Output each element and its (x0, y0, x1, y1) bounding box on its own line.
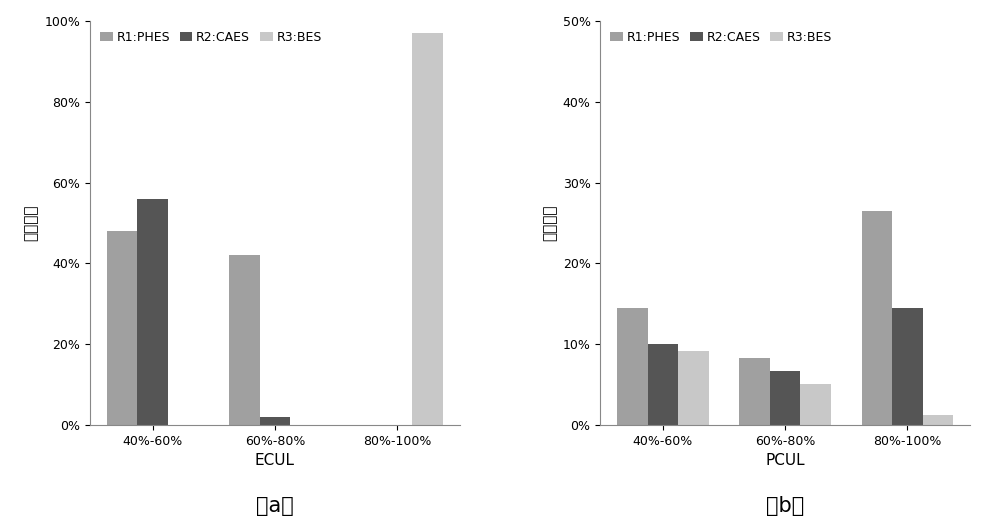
Bar (412, 33, 443, 425)
X-axis label: PCUL: PCUL (765, 453, 805, 468)
Bar (617, 308, 648, 425)
Bar (800, 384, 831, 425)
Legend: R1:PHES, R2:CAES, R3:BES: R1:PHES, R2:CAES, R3:BES (607, 28, 836, 48)
Bar (260, 417, 290, 425)
X-axis label: ECUL: ECUL (255, 453, 295, 468)
Bar (107, 231, 137, 425)
Bar (770, 371, 800, 425)
Y-axis label: 概率密度: 概率密度 (542, 205, 557, 241)
Legend: R1:PHES, R2:CAES, R3:BES: R1:PHES, R2:CAES, R3:BES (96, 28, 326, 48)
Bar (923, 415, 953, 425)
Y-axis label: 概率密度: 概率密度 (24, 205, 39, 241)
Bar (892, 308, 923, 425)
Text: （b）: （b） (766, 495, 804, 516)
Bar (862, 211, 892, 425)
Text: （a）: （a） (256, 495, 294, 516)
Bar (137, 199, 168, 425)
Bar (229, 255, 260, 425)
Bar (739, 358, 770, 425)
Bar (678, 352, 709, 425)
Bar (648, 344, 678, 425)
